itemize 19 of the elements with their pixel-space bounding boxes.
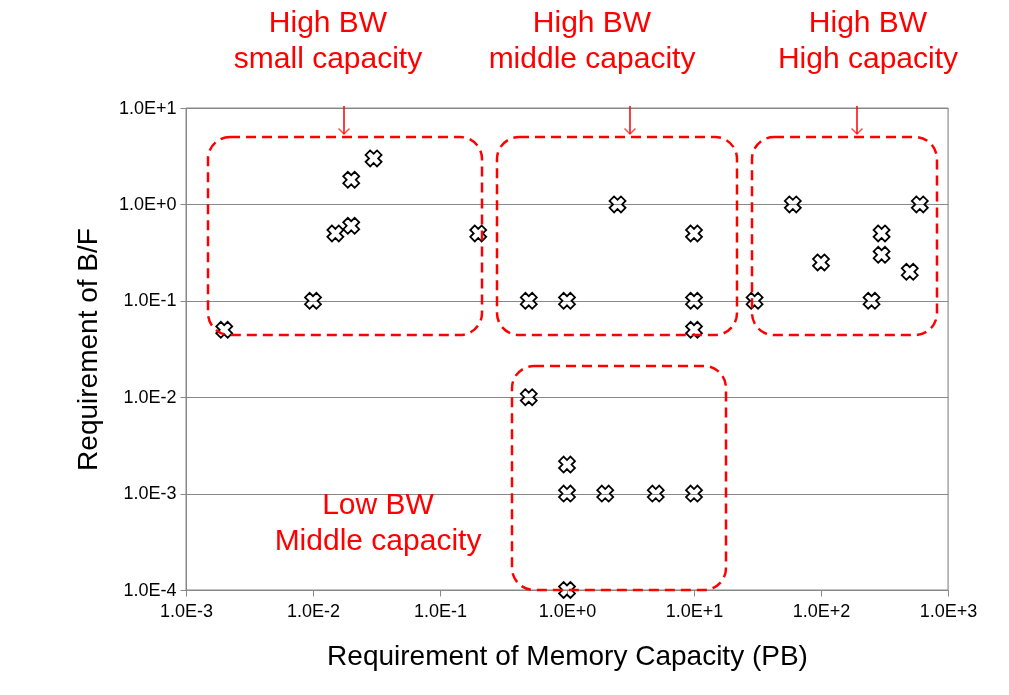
text: High BW small capacity xyxy=(233,5,423,74)
y-tick-label: 1.0E+0 xyxy=(118,193,177,214)
y-tick-label: 1.0E-1 xyxy=(123,290,177,311)
annotation: Low BW Middle capacity xyxy=(274,487,482,556)
x-tick-label: 1.0E-2 xyxy=(286,600,341,621)
text: High BW High capacity xyxy=(777,5,959,74)
x-tick-label: 1.0E+3 xyxy=(919,600,978,621)
x-axis-title: Requirement of Memory Capacity (PB) xyxy=(327,639,808,671)
x-tick-label: 1.0E-1 xyxy=(413,600,468,621)
y-tick-label: 1.0E-2 xyxy=(123,386,177,407)
x-tick-label: 1.0E-3 xyxy=(159,600,214,621)
y-tick-label: 1.0E+1 xyxy=(118,97,177,118)
y-tick-label: 1.0E-4 xyxy=(123,579,177,600)
y-axis-title: Requirement of B/F xyxy=(71,228,103,471)
x-tick-label: 1.0E+2 xyxy=(792,600,851,621)
text: High BW middle capacity xyxy=(488,5,696,74)
y-tick-label: 1.0E-3 xyxy=(123,483,177,504)
x-tick-label: 1.0E+0 xyxy=(538,600,597,621)
x-tick-label: 1.0E+1 xyxy=(665,600,724,621)
